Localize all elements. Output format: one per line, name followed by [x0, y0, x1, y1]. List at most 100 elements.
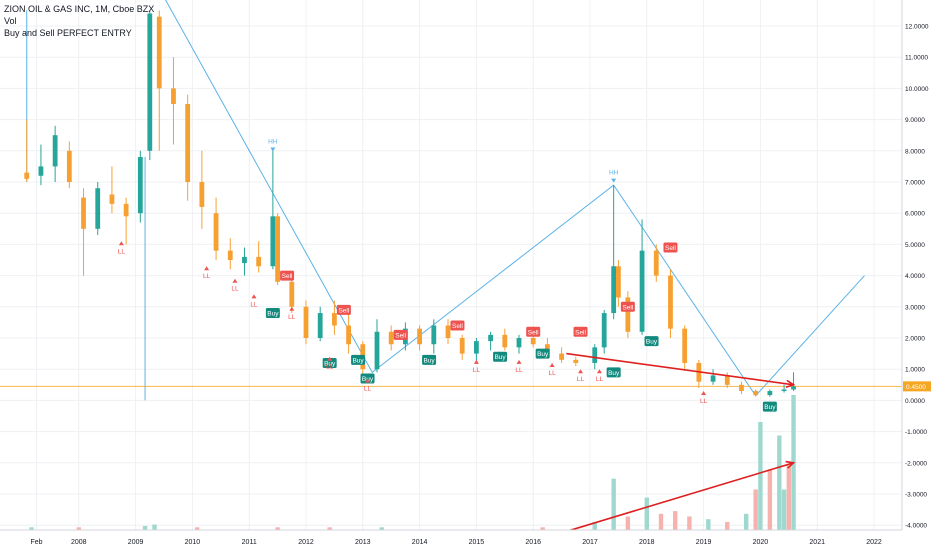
price-tick-label: 12.0000	[905, 24, 929, 31]
marker-label: LL	[700, 398, 708, 405]
candle-body	[530, 338, 536, 345]
ll-marker: LL	[473, 359, 480, 374]
time-tick-label: 2022	[866, 539, 882, 546]
candle-body	[109, 194, 115, 204]
volume-bar	[611, 478, 616, 530]
volume-bar	[673, 511, 678, 530]
arrow-head	[785, 460, 796, 469]
marker-triangle	[232, 278, 238, 283]
signal-badge	[322, 357, 337, 368]
candle-body	[289, 281, 295, 307]
volume-bar	[625, 516, 631, 530]
candle-body	[95, 188, 101, 229]
volume-bar	[152, 524, 157, 530]
trendline	[165, 0, 865, 397]
time-tick-label: 2014	[412, 539, 428, 546]
candle-body	[516, 338, 522, 348]
candle-body	[270, 216, 276, 267]
marker-label: LL	[231, 286, 239, 293]
volume-bar	[781, 489, 787, 530]
volume-bar	[753, 489, 758, 530]
candle-body	[668, 275, 673, 329]
candle-body	[781, 389, 787, 392]
volume-bar	[275, 527, 280, 530]
marker-label: LL	[203, 273, 211, 280]
marker-label: LL	[515, 367, 523, 374]
marker-label: HH	[609, 170, 619, 177]
price-tick-label: -1.0000	[905, 429, 927, 436]
volume-bar	[658, 513, 664, 530]
chart-legend: ZION OIL & GAS INC, 1M, Cboe BZX Vol Buy…	[4, 3, 154, 39]
candle-body	[81, 197, 86, 229]
arrows	[566, 352, 796, 533]
signal-badge	[351, 354, 366, 365]
time-tick-label: 2010	[185, 539, 201, 546]
signal-label: Buy	[764, 404, 776, 411]
marker-triangle	[270, 147, 276, 152]
candle-body	[317, 313, 323, 338]
last-price-label: 0.4500	[906, 384, 926, 391]
time-axis-bg	[0, 530, 932, 550]
price-tick-label: 5.0000	[905, 242, 925, 249]
last-price-tag: 0.4500	[903, 381, 931, 392]
candle-body	[38, 166, 44, 176]
marker-triangle	[516, 359, 522, 364]
time-tick-label: 2020	[753, 539, 769, 546]
marker-label: LL	[118, 248, 126, 255]
sell-signal: Sell	[280, 270, 295, 281]
marker-label: HH	[268, 138, 278, 145]
hh-marker: HH	[609, 170, 619, 183]
time-tick-label: 2018	[639, 539, 655, 546]
symbol-line: ZION OIL & GAS INC, 1M, Cboe BZX	[4, 4, 155, 14]
ll-marker: LL	[326, 356, 334, 371]
sell-signal: Sell	[663, 242, 678, 253]
signal-label: Buy	[423, 357, 435, 364]
marker-label: LL	[326, 364, 334, 371]
time-tick-label: 2017	[582, 539, 598, 546]
ll-marker: LL	[596, 369, 603, 383]
signal-label: Buy	[537, 351, 549, 358]
volume-bar	[540, 527, 545, 530]
volume-bar	[786, 465, 791, 530]
grid	[0, 0, 902, 530]
candles	[24, 10, 796, 397]
time-tick-label: 2012	[298, 539, 314, 546]
signal-badge	[620, 301, 635, 312]
ll-marker: LL	[118, 241, 126, 255]
candle-body	[417, 328, 422, 345]
price-tick-label: -4.0000	[905, 523, 927, 530]
buy-signal: Buy	[322, 357, 337, 368]
ll-marker: LL	[549, 362, 557, 377]
price-tick-label: 4.0000	[905, 273, 925, 280]
candle-body	[66, 150, 72, 182]
candle-body	[147, 13, 153, 151]
marker-label: LL	[250, 301, 258, 308]
price-tick-label: -3.0000	[905, 492, 927, 499]
candle-body	[388, 331, 394, 345]
price-axis-bg	[902, 0, 932, 550]
buy-signal: Buy	[644, 336, 659, 347]
candle-body	[156, 16, 162, 89]
signal-label: Buy	[352, 357, 364, 364]
ll-marker: LL	[203, 266, 211, 280]
signal-badge	[280, 270, 295, 281]
price-tick-label: 8.0000	[905, 148, 925, 155]
candle-body	[374, 331, 380, 370]
signal-label: Buy	[324, 360, 336, 367]
candle-body	[185, 104, 191, 182]
candle-body	[332, 313, 337, 326]
signal-badge	[450, 320, 465, 331]
marker-triangle	[578, 369, 584, 374]
marker-label: LL	[549, 370, 557, 377]
candle-body	[724, 375, 730, 385]
buy-signal: Buy	[535, 348, 550, 359]
candle-body	[488, 334, 493, 342]
candle-body	[431, 325, 437, 345]
sell-signal: Sell	[526, 326, 541, 337]
annotations: HH HH LL LL LL LL LL LL LL LL LL LL LL LL LL	[118, 138, 708, 405]
ll-marker: LL	[364, 378, 372, 393]
signal-label: Sell	[452, 323, 463, 330]
